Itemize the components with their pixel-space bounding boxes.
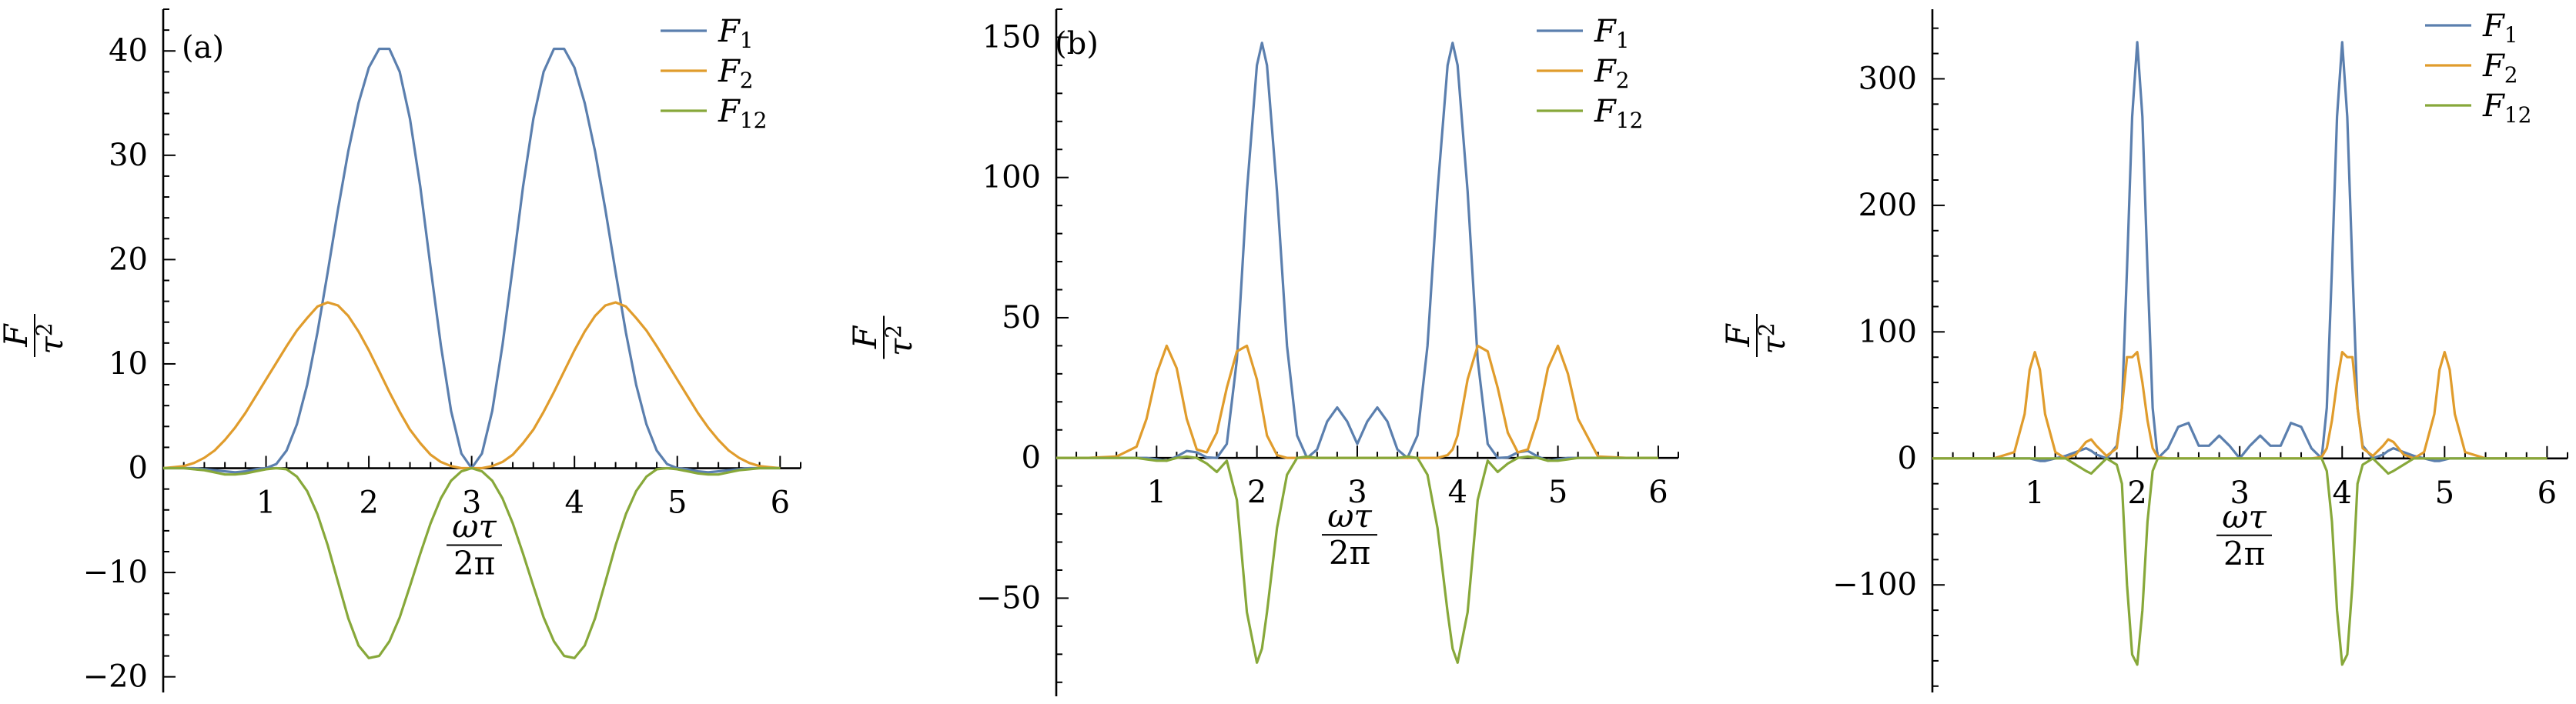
x-label-numerator: ωτ [1327,497,1372,535]
legend-entry: F12 [718,94,767,133]
y-tick-label: −50 [976,580,1041,616]
x-tick-label: 5 [2435,475,2454,511]
y-tick-label: 0 [129,451,148,486]
x-tick-label: 6 [2538,475,2557,511]
panel-label: (b) [1055,26,1099,62]
y-label-numerator: F [1719,323,1757,348]
panel-label: (a) [182,30,224,65]
x-label-numerator: ωτ [2222,498,2267,536]
legend-entry: F1 [718,14,754,53]
y-tick-label: 50 [1002,300,1041,335]
legend-entry: F2 [1594,54,1630,93]
x-tick-label: 6 [771,485,790,521]
y-label-denominator: τ2 [881,325,919,356]
y-tick-label: 0 [1022,440,1041,475]
legend-entry: F12 [1594,94,1643,133]
y-tick-label: 200 [1858,188,1917,223]
y-tick-label: 10 [109,346,148,382]
x-label-denominator: 2π [453,545,495,582]
y-label-numerator: F [846,325,884,349]
x-tick-label: 2 [2127,475,2146,511]
x-label-numerator: ωτ [452,508,497,546]
y-tick-label: 150 [982,19,1041,55]
y-tick-label: 0 [1898,441,1917,476]
y-axis-label: Fτ2 [1719,314,1792,357]
x-tick-label: 1 [256,485,276,521]
y-tick-label: 100 [982,160,1041,195]
x-tick-label: 4 [2333,475,2352,511]
legend-entry: F1 [2482,8,2518,48]
y-tick-label: 300 [1858,61,1917,96]
legend-entry: F2 [2482,48,2518,88]
series-line-f1 [1056,42,1658,462]
series-line-f12 [163,466,781,659]
legend-entry: F12 [2482,88,2531,128]
x-tick-label: 1 [1147,475,1166,510]
y-axis-label: Fτ2 [0,314,70,357]
x-tick-label: 3 [462,485,481,521]
x-label-denominator: 2π [2223,535,2265,572]
y-tick-label: −10 [83,555,148,590]
x-tick-label: 6 [1648,475,1668,510]
y-label-numerator: F [0,323,35,348]
legend-entry: F1 [1594,14,1630,53]
y-axis-label: Fτ2 [846,315,919,359]
series-line-f12 [1056,455,1658,664]
x-tick-label: 4 [564,485,584,521]
y-tick-label: 40 [109,33,148,68]
x-tick-label: 2 [359,485,378,521]
x-tick-label: 3 [2230,475,2249,511]
x-tick-label: 1 [2025,475,2044,511]
x-label-denominator: 2π [1329,534,1370,572]
y-tick-label: −20 [83,659,148,695]
x-tick-label: 5 [667,485,687,521]
legend-entry: F2 [718,54,754,93]
y-tick-label: 30 [109,138,148,173]
y-label-denominator: τ2 [32,322,70,354]
series-line-f12 [1932,457,2548,666]
y-label-denominator: τ2 [1754,322,1792,354]
x-tick-label: 4 [1448,475,1467,510]
y-tick-label: −100 [1832,567,1917,602]
series-line-f2 [1932,351,2548,460]
x-tick-label: 3 [1347,475,1367,510]
x-tick-label: 2 [1247,475,1266,510]
x-tick-label: 5 [1548,475,1567,510]
y-tick-label: 100 [1858,314,1917,349]
y-tick-label: 20 [109,242,148,277]
series-line-f1 [163,47,781,474]
series-line-f2 [162,301,781,470]
